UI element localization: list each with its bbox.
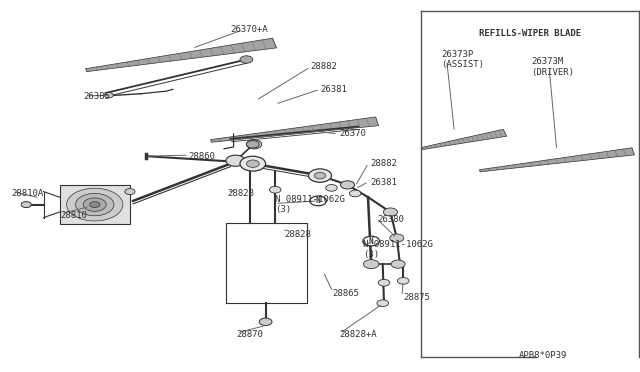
Text: 26370+A: 26370+A — [230, 25, 268, 34]
Circle shape — [240, 56, 253, 63]
Text: 28828: 28828 — [227, 189, 254, 198]
Text: 26373P
(ASSIST): 26373P (ASSIST) — [442, 50, 484, 69]
Circle shape — [259, 318, 272, 326]
Text: 26373M
(DRIVER): 26373M (DRIVER) — [531, 57, 574, 77]
Circle shape — [226, 155, 245, 166]
Circle shape — [326, 185, 337, 191]
Circle shape — [246, 160, 259, 167]
Circle shape — [308, 169, 332, 182]
Polygon shape — [211, 117, 379, 142]
Text: 26380: 26380 — [378, 215, 404, 224]
Text: 28828+A: 28828+A — [339, 330, 377, 339]
Text: APB8*0P39: APB8*0P39 — [518, 351, 567, 360]
Text: 26370: 26370 — [339, 129, 366, 138]
Text: 28882: 28882 — [310, 62, 337, 71]
Circle shape — [390, 234, 404, 242]
Circle shape — [310, 196, 326, 206]
Text: 26381: 26381 — [370, 178, 397, 187]
Polygon shape — [422, 129, 507, 150]
Text: 28865: 28865 — [333, 289, 360, 298]
Text: N 08911-1062G
(3): N 08911-1062G (3) — [363, 240, 433, 259]
Circle shape — [21, 202, 31, 208]
Circle shape — [364, 260, 379, 269]
Circle shape — [378, 279, 390, 286]
Text: N 08911-1062G
(3): N 08911-1062G (3) — [275, 195, 345, 214]
Circle shape — [397, 278, 409, 284]
Circle shape — [246, 141, 259, 148]
Polygon shape — [86, 38, 276, 72]
Circle shape — [125, 189, 135, 195]
Circle shape — [314, 172, 326, 179]
Circle shape — [340, 181, 355, 189]
Circle shape — [104, 93, 113, 98]
Circle shape — [240, 156, 266, 171]
Text: N: N — [369, 237, 374, 246]
Circle shape — [90, 202, 100, 208]
Bar — [60, 185, 130, 224]
Circle shape — [83, 198, 106, 211]
Circle shape — [363, 236, 380, 246]
Text: 26385: 26385 — [83, 92, 110, 101]
Circle shape — [67, 188, 123, 221]
Circle shape — [383, 208, 397, 216]
Circle shape — [349, 190, 361, 197]
Text: 28810A: 28810A — [12, 189, 44, 198]
Text: N: N — [316, 196, 321, 205]
Text: 28875: 28875 — [403, 293, 430, 302]
Circle shape — [246, 140, 262, 149]
Text: 28860: 28860 — [189, 152, 216, 161]
Polygon shape — [479, 148, 634, 172]
Text: 28870: 28870 — [237, 330, 264, 339]
Text: 28828: 28828 — [285, 230, 312, 239]
Text: REFILLS-WIPER BLADE: REFILLS-WIPER BLADE — [479, 29, 581, 38]
Text: 28810: 28810 — [61, 211, 88, 220]
Circle shape — [76, 193, 114, 216]
Circle shape — [269, 186, 281, 193]
Circle shape — [391, 260, 405, 268]
Text: 26381: 26381 — [320, 85, 347, 94]
Circle shape — [377, 300, 388, 307]
Text: 28882: 28882 — [370, 159, 397, 168]
Circle shape — [363, 238, 377, 246]
